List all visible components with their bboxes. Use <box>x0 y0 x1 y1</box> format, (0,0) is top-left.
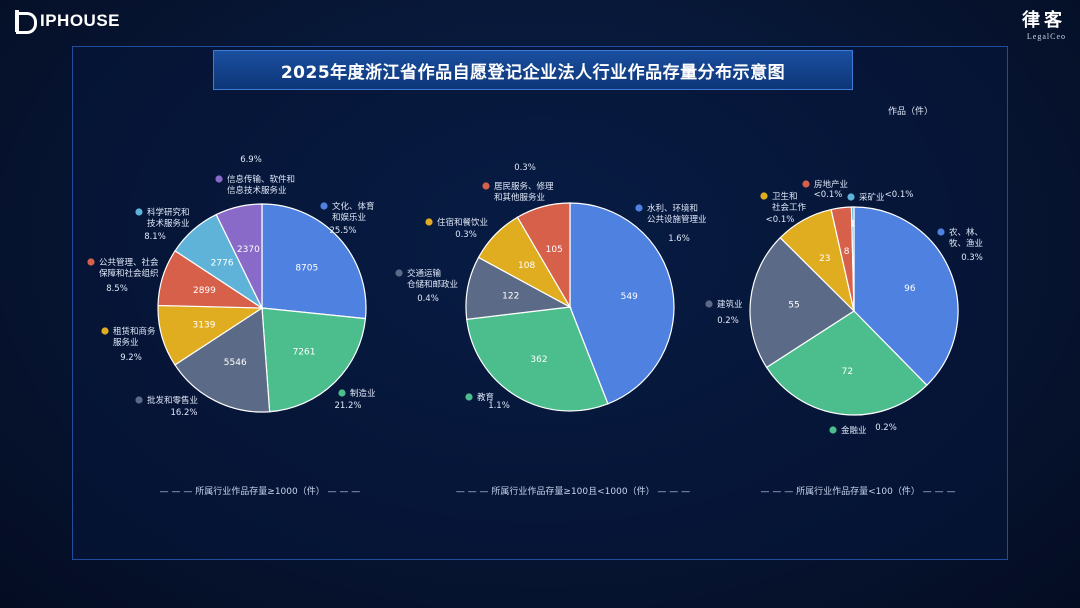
pie-1-legend-dot-2 <box>338 389 346 397</box>
pie-3-percent-label-6: <0.1% <box>885 190 914 200</box>
pie-2-legend-label-3: 交通运输仓储和邮政业 <box>407 268 458 290</box>
pie-3-legend-label-4: 卫生和社会工作 <box>772 191 807 213</box>
pie-1-percent-label-4: 9.2% <box>120 353 142 363</box>
pie-2-percent-label-1: 1.6% <box>668 234 690 244</box>
pie-1-slice-3 <box>174 306 271 413</box>
pie-3-value-label-3: 55 <box>788 301 799 311</box>
pie-1-percent-label-6: 8.1% <box>144 232 166 242</box>
pie-2-legend-dot-1 <box>635 204 643 212</box>
pie-1-legend-dot-3 <box>135 396 143 404</box>
pie-2-legend-dot-5 <box>482 182 490 190</box>
caption-group-2: — — — 所属行业作品存量≥100且<1000（件） — — — <box>455 487 691 497</box>
pie-1-percent-label-1: 25.5% <box>329 226 356 236</box>
pie-1-legend-label-7: 信息传输、软件和信息技术服务业 <box>227 174 295 196</box>
pie-3-value-label-1: 96 <box>904 284 916 294</box>
pie-3-percent-label-5: <0.1% <box>814 190 843 200</box>
pie-3-legend-dot-6 <box>847 193 855 201</box>
iphouse-logo: IPHOUSE <box>14 10 121 34</box>
pie-1-value-label-4: 3139 <box>193 320 216 330</box>
pie-3-percent-label-3: 0.2% <box>717 316 739 326</box>
pie-1-legend-dot-5 <box>87 258 95 266</box>
pie-1-legend-dot-7 <box>215 175 223 183</box>
pie-1-percent-label-7: 6.9% <box>240 155 262 165</box>
pie-1-value-label-1: 8705 <box>295 264 318 274</box>
pie-2-legend-dot-4 <box>425 218 433 226</box>
pie-1-slice-1 <box>261 203 367 320</box>
pie-1-value-label-6: 2776 <box>211 259 234 269</box>
pie-3-percent-label-2: 0.2% <box>875 423 897 433</box>
pie-2-legend-label-1: 水利、环境和公共设施管理业 <box>647 203 707 225</box>
legalceo-logo-en: LegalCeo <box>1026 32 1066 41</box>
pie-3-legend-label-6: 采矿业 <box>859 192 885 203</box>
pie-3-value-label-6: 1 <box>850 220 856 230</box>
pie-1-value-label-3: 5546 <box>224 358 247 368</box>
iphouse-logo-text: IPHOUSE <box>40 11 121 30</box>
caption-text-2: 所属行业作品存量≥100且<1000（件） <box>491 487 655 497</box>
pie-3-legend-dot-1 <box>937 228 945 236</box>
pie-1-legend-label-3: 批发和零售业 <box>147 395 198 406</box>
pie-3-legend-dot-5 <box>802 180 810 188</box>
pie-3-legend-label-5: 房地产业 <box>814 179 848 190</box>
pie-2-legend-label-5: 居民服务、修理和其他服务业 <box>494 181 554 203</box>
iphouse-logo-icon <box>14 10 38 34</box>
pie-1-legend-label-1: 文化、体育和娱乐业 <box>332 201 375 223</box>
pie-2-legend-label-4: 住宿和餐饮业 <box>437 217 488 228</box>
pie-2-slice-2 <box>466 306 609 412</box>
pie-1-slice-2 <box>261 307 367 413</box>
pie-3-value-label-2: 72 <box>842 367 853 377</box>
pie-2-value-label-4: 108 <box>518 261 535 271</box>
caption-group-3: — — — 所属行业作品存量<100（件） — — — <box>760 487 956 497</box>
pie-3-slice-3 <box>749 236 855 369</box>
pie-1-percent-label-2: 21.2% <box>334 401 361 411</box>
pie-2-legend-dot-2 <box>465 393 473 401</box>
pie-2-slice-1 <box>569 202 675 405</box>
pie-2-legend-label-2: 教育 <box>477 392 494 403</box>
pie-3-legend-dot-3 <box>705 300 713 308</box>
pie-3-slice-2 <box>765 310 928 416</box>
pie-1-value-label-5: 2899 <box>193 286 216 296</box>
pie-2-percent-label-2: 1.1% <box>488 401 510 411</box>
pie-2-value-label-2: 362 <box>530 355 547 365</box>
pie-2-percent-label-3: 0.4% <box>417 294 439 304</box>
pie-3-slice-6 <box>850 206 855 312</box>
pie-3-legend-dot-4 <box>760 192 768 200</box>
caption-group-1: — — — 所属行业作品存量≥1000（件） — — — <box>159 487 361 497</box>
pie-1-value-label-2: 7261 <box>293 347 316 357</box>
pie-1-value-label-7: 2370 <box>237 245 260 255</box>
pie-3-legend-label-3: 建筑业 <box>717 299 743 310</box>
pie-3-value-label-4: 23 <box>819 254 830 264</box>
pie-2-value-label-5: 105 <box>546 245 563 255</box>
pie-3-legend-dot-2 <box>829 426 837 434</box>
pie-1-legend-dot-1 <box>320 202 328 210</box>
pie-1-legend-dot-4 <box>101 327 109 335</box>
page-title: 2025年度浙江省作品自愿登记企业法人行业作品存量分布示意图 <box>280 62 786 83</box>
pie-2-percent-label-5: 0.3% <box>514 163 536 173</box>
pie-1-legend-label-2: 制造业 <box>350 388 376 399</box>
pie-1-legend-dot-6 <box>135 208 143 216</box>
unit-label: 作品（件） <box>888 107 934 117</box>
pie-3-legend-label-1: 农、林、牧、渔业 <box>949 227 983 249</box>
pie-2-percent-label-4: 0.3% <box>455 230 477 240</box>
caption-text-1: 所属行业作品存量≥1000（件） <box>195 487 325 497</box>
pie-2-value-label-1: 549 <box>621 292 638 302</box>
legalceo-logo-cn: 律客 <box>1022 10 1066 31</box>
pie-2-slice-5 <box>516 202 571 310</box>
pie-1-percent-label-5: 8.5% <box>106 284 128 294</box>
caption-text-3: 所属行业作品存量<100（件） <box>796 487 920 497</box>
pie-1-slice-7 <box>215 203 263 309</box>
pie-1-percent-label-3: 16.2% <box>170 408 197 418</box>
pie-1-legend-label-4: 租赁和商务服务业 <box>113 326 156 348</box>
pie-2-value-label-3: 122 <box>502 292 519 302</box>
pie-3-slice-1 <box>853 206 959 387</box>
pie-3-percent-label-4: <0.1% <box>766 215 795 225</box>
pie-2-legend-dot-3 <box>395 269 403 277</box>
pie-1-legend-label-6: 科学研究和技术服务业 <box>147 207 190 229</box>
pie-3-value-label-5: 8 <box>844 247 850 257</box>
pie-3-legend-label-2: 金融业 <box>841 425 867 436</box>
pie-3-percent-label-1: 0.3% <box>961 253 983 263</box>
legalceo-logo: 律客 LegalCeo <box>1022 6 1066 41</box>
pie-1-legend-label-5: 公共管理、社会保障和社会组织 <box>99 257 159 279</box>
title-bar: 2025年度浙江省作品自愿登记企业法人行业作品存量分布示意图 <box>213 50 853 90</box>
